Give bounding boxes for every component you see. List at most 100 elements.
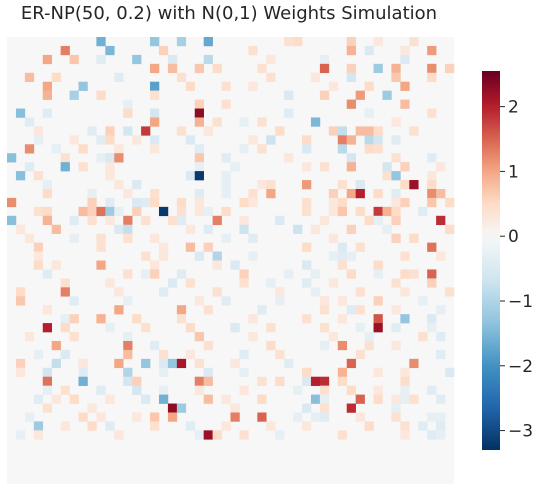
heatmap-cell xyxy=(186,82,195,91)
heatmap-cell xyxy=(34,252,43,261)
heatmap-cell xyxy=(409,37,418,46)
heatmap-cell xyxy=(293,37,302,46)
heatmap-cell xyxy=(204,305,213,314)
heatmap-cell xyxy=(320,296,329,305)
heatmap-cell xyxy=(284,359,293,368)
heatmap-cell xyxy=(382,171,391,180)
heatmap-cell xyxy=(150,117,159,126)
heatmap-cell xyxy=(34,430,43,439)
heatmap-cell xyxy=(347,73,356,82)
heatmap-cell xyxy=(25,234,34,243)
heatmap-cell xyxy=(418,421,427,430)
heatmap-cell xyxy=(302,135,311,144)
heatmap-cell xyxy=(329,189,338,198)
heatmap-cell xyxy=(347,64,356,73)
heatmap-cell xyxy=(329,198,338,207)
heatmap-cell xyxy=(123,377,132,386)
heatmap-cell xyxy=(70,55,79,64)
heatmap-cell xyxy=(43,180,52,189)
heatmap-cell xyxy=(204,430,213,439)
heatmap-cell xyxy=(427,109,436,118)
heatmap-cell xyxy=(114,144,123,153)
heatmap-cell xyxy=(186,171,195,180)
heatmap-cell xyxy=(356,91,365,100)
heatmap-cell xyxy=(150,261,159,270)
heatmap-cell xyxy=(105,198,114,207)
heatmap-cell xyxy=(391,341,400,350)
heatmap-cell xyxy=(391,412,400,421)
heatmap-cell xyxy=(43,207,52,216)
heatmap-cell xyxy=(365,82,374,91)
heatmap-cell xyxy=(150,64,159,73)
heatmap-cell xyxy=(43,189,52,198)
heatmap-cell xyxy=(43,377,52,386)
heatmap-cell xyxy=(391,234,400,243)
heatmap-cell xyxy=(177,269,186,278)
heatmap-cell xyxy=(391,216,400,225)
heatmap-cell xyxy=(409,180,418,189)
heatmap-cell xyxy=(338,341,347,350)
heatmap-cell xyxy=(347,37,356,46)
heatmap-cell xyxy=(159,287,168,296)
heatmap-cell xyxy=(96,207,105,216)
heatmap-cell xyxy=(347,135,356,144)
heatmap-cell xyxy=(302,368,311,377)
heatmap-cell xyxy=(302,198,311,207)
heatmap-cell xyxy=(70,216,79,225)
heatmap-cell xyxy=(177,73,186,82)
heatmap-cell xyxy=(114,153,123,162)
heatmap-cell xyxy=(329,252,338,261)
heatmap-cell xyxy=(311,287,320,296)
heatmap-cell xyxy=(213,287,222,296)
heatmap-cell xyxy=(302,377,311,386)
heatmap-cell xyxy=(284,91,293,100)
heatmap-cell xyxy=(239,430,248,439)
heatmap-cell xyxy=(177,404,186,413)
heatmap-cell xyxy=(427,269,436,278)
heatmap-cell xyxy=(132,135,141,144)
heatmap-cell xyxy=(114,180,123,189)
heatmap-cell xyxy=(391,305,400,314)
heatmap-cell xyxy=(123,332,132,341)
heatmap-cell xyxy=(132,207,141,216)
heatmap-cell xyxy=(329,126,338,135)
heatmap-cell xyxy=(391,117,400,126)
heatmap-cell xyxy=(266,180,275,189)
colorbar-gradient xyxy=(482,71,500,450)
heatmap-cell xyxy=(195,386,204,395)
heatmap-cell xyxy=(329,234,338,243)
heatmap-cell xyxy=(239,198,248,207)
heatmap-cell xyxy=(213,64,222,73)
heatmap-cell xyxy=(374,323,383,332)
colorbar-tick-label: −3 xyxy=(508,422,533,442)
heatmap-cell xyxy=(96,386,105,395)
heatmap-cell xyxy=(427,73,436,82)
heatmap-cell xyxy=(231,261,240,270)
heatmap-cell xyxy=(159,368,168,377)
heatmap-cell xyxy=(347,153,356,162)
heatmap-cell xyxy=(257,412,266,421)
heatmap-cell xyxy=(365,341,374,350)
heatmap-cell xyxy=(374,207,383,216)
heatmap-cell xyxy=(204,341,213,350)
heatmap-cell xyxy=(34,207,43,216)
heatmap-cell xyxy=(177,305,186,314)
heatmap-cell xyxy=(239,386,248,395)
heatmap-cell xyxy=(275,126,284,135)
heatmap-cell xyxy=(400,198,409,207)
heatmap-cell xyxy=(248,189,257,198)
heatmap-cell xyxy=(400,377,409,386)
heatmap-cell xyxy=(7,198,16,207)
heatmap-cell xyxy=(382,225,391,234)
heatmap-cell xyxy=(391,171,400,180)
heatmap-cell xyxy=(329,207,338,216)
heatmap-cell xyxy=(391,135,400,144)
heatmap-cell xyxy=(257,377,266,386)
heatmap-cell xyxy=(213,252,222,261)
heatmap-cell xyxy=(302,314,311,323)
heatmap-cell xyxy=(79,359,88,368)
heatmap-cell xyxy=(302,180,311,189)
heatmap-cell xyxy=(275,296,284,305)
heatmap-cell xyxy=(275,216,284,225)
